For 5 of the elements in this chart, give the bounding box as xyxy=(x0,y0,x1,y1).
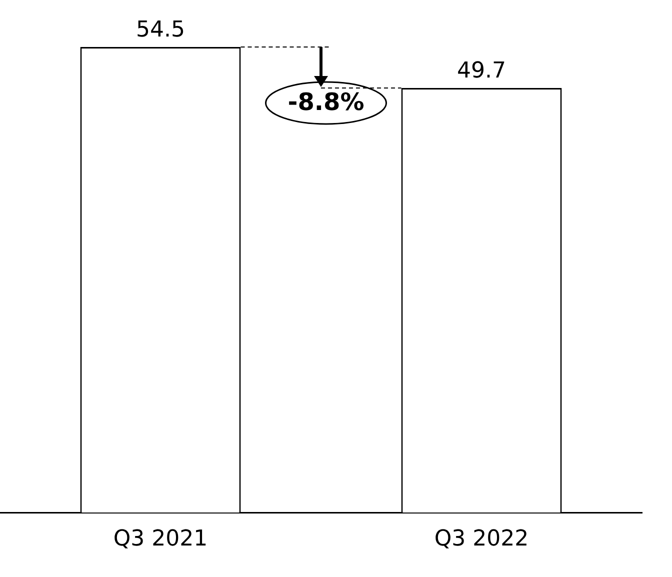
annotation: -8.8% xyxy=(288,88,364,116)
x-tick-label: Q3 2021 xyxy=(113,526,208,552)
x-tick-label: Q3 2022 xyxy=(434,526,529,552)
data-label: 54.5 xyxy=(136,18,185,43)
data-label: 49.7 xyxy=(457,58,506,84)
